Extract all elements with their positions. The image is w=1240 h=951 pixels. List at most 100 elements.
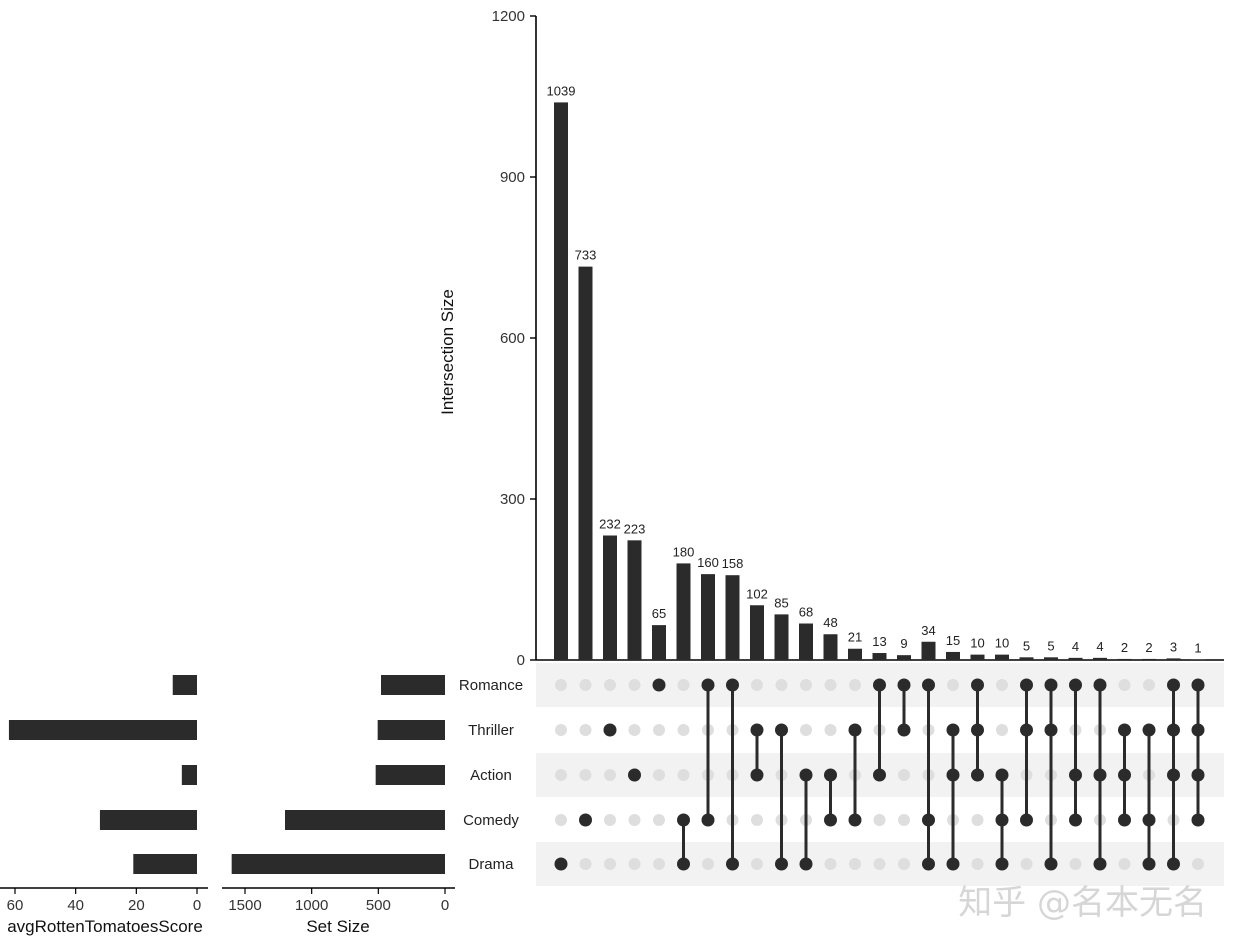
matrix-dot-active	[579, 813, 592, 827]
matrix-dot-active	[946, 768, 960, 782]
matrix-dot-inactive	[1118, 679, 1131, 691]
matrix-dot-active	[1020, 678, 1033, 692]
intersection-value-label: 180	[673, 544, 695, 559]
matrix-dot-active	[1191, 768, 1205, 782]
matrix-dot-active	[1191, 723, 1205, 737]
matrix-dot-inactive	[898, 769, 910, 781]
intersection-value-label: 65	[652, 606, 666, 621]
matrix-dot-active	[971, 723, 984, 737]
matrix-dot-active	[1093, 857, 1107, 871]
intersection-bar	[1117, 658, 1132, 660]
matrix-dot-active	[775, 857, 788, 871]
matrix-dot-inactive	[555, 769, 567, 781]
intersection-value-label: 223	[624, 521, 646, 536]
matrix-dot-active	[1069, 678, 1082, 692]
matrix-dot-active	[946, 723, 960, 737]
set-name-drama: Drama	[468, 856, 514, 873]
matrix-dot-inactive	[898, 814, 910, 826]
set-size-bar	[231, 854, 445, 874]
intersection-value-label: 85	[774, 595, 788, 610]
intersection-value-label: 3	[1170, 639, 1177, 654]
intersection-bar	[1068, 657, 1083, 660]
matrix-dot-active	[1142, 723, 1156, 737]
matrix-dot-active	[726, 857, 739, 871]
intersection-value-label: 10	[970, 636, 984, 651]
intersection-axis-title: Intersection Size	[438, 289, 457, 415]
set-size-bar	[381, 675, 445, 695]
matrix-dot-inactive	[996, 724, 1008, 736]
matrix-dot-active	[897, 723, 911, 737]
matrix-dot-active	[1142, 857, 1156, 871]
matrix-dot-inactive	[702, 858, 714, 870]
set-size-bar	[285, 810, 445, 830]
matrix-dot-active	[995, 813, 1009, 827]
set-names: Romance Thriller Action Comedy Drama	[459, 677, 523, 873]
matrix-dot-active	[603, 723, 617, 737]
intersection-bar	[848, 648, 862, 660]
matrix-dot-inactive	[628, 679, 641, 691]
intersection-value-label: 4	[1072, 639, 1079, 654]
intersection-bar	[627, 540, 642, 660]
score-bar	[172, 675, 197, 695]
intersection-bar	[1019, 657, 1034, 660]
matrix-dot-inactive	[947, 679, 959, 691]
matrix-dot-inactive	[971, 858, 984, 870]
matrix-dot-active	[971, 768, 984, 782]
set-name-thriller: Thriller	[468, 722, 514, 739]
intersection-value-label: 5	[1047, 638, 1054, 653]
matrix-dot-inactive	[751, 679, 763, 691]
matrix-dot-inactive	[898, 858, 910, 870]
matrix-dot-active	[701, 813, 715, 827]
intersection-tick-label: 1200	[492, 8, 525, 25]
matrix-dot-inactive	[628, 814, 641, 826]
matrix-dot-inactive	[800, 679, 812, 691]
intersection-bar	[921, 641, 936, 660]
set-size-bar	[377, 720, 445, 740]
intersection-bar	[995, 654, 1009, 660]
matrix-dot-inactive	[1020, 858, 1033, 870]
intersection-tick-label: 300	[500, 491, 525, 508]
matrix-dot-inactive	[604, 679, 616, 691]
score-bar	[181, 765, 197, 785]
matrix-dot-active	[799, 768, 813, 782]
intersection-bar	[554, 102, 568, 661]
matrix-dot-inactive	[604, 858, 616, 870]
score-tick-label: 60	[7, 897, 24, 914]
matrix-dot-active	[1044, 678, 1058, 692]
intersection-bar	[701, 574, 715, 660]
matrix-dot-inactive	[677, 769, 690, 781]
matrix-dot-active	[1069, 813, 1082, 827]
matrix-dot-active	[1069, 768, 1082, 782]
matrix-dot-active	[824, 768, 837, 782]
matrix-dot-active	[677, 857, 690, 871]
set-name-romance: Romance	[459, 677, 523, 694]
intersection-value-label: 232	[599, 516, 621, 531]
matrix-dot-active	[1093, 678, 1107, 692]
matrix-dot-active	[1118, 813, 1131, 827]
matrix-dot-active	[897, 678, 911, 692]
intersection-value-label: 9	[900, 636, 907, 651]
score-panel: 60 40 20 0 avgRottenTomatoesScore	[0, 675, 208, 936]
intersection-value-label: 5	[1023, 638, 1030, 653]
matrix-dot-inactive	[824, 858, 837, 870]
intersection-bar	[750, 605, 764, 660]
matrix-dot-inactive	[873, 814, 886, 826]
matrix-dot-active	[1020, 723, 1033, 737]
matrix-dot-active	[1118, 723, 1131, 737]
set-size-tick-label: 1000	[295, 897, 328, 914]
intersection-bar	[897, 655, 911, 660]
matrix-dot-inactive	[1069, 858, 1082, 870]
matrix-dot-active	[750, 723, 764, 737]
matrix-dot-active	[1167, 768, 1180, 782]
matrix-dot-inactive	[1192, 858, 1204, 870]
intersection-value-label: 158	[722, 556, 744, 571]
intersection-value-label: 48	[823, 615, 837, 630]
matrix-dot-active	[775, 723, 788, 737]
matrix-dot-inactive	[677, 679, 690, 691]
set-size-tick-label: 0	[441, 897, 449, 914]
matrix-dot-inactive	[579, 724, 592, 736]
intersection-bar	[872, 653, 887, 660]
intersection-value-label: 34	[921, 623, 935, 638]
